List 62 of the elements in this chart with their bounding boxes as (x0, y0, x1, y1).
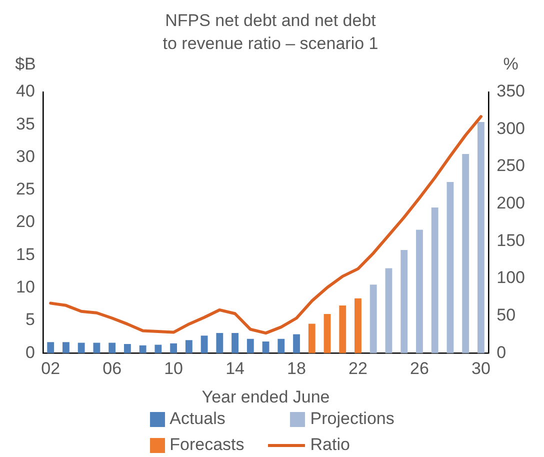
y2-tick-label: 100 (496, 268, 526, 288)
legend-label: Ratio (310, 434, 350, 456)
y-tick-label: 0 (25, 342, 35, 362)
y2-tick-label: 200 (496, 194, 526, 213)
legend-label: Actuals (170, 408, 226, 430)
legend-label: Projections (310, 408, 394, 430)
bar (308, 324, 316, 354)
x-tick-label: 30 (471, 359, 490, 378)
bar (47, 342, 54, 354)
x-tick-label: 22 (348, 359, 368, 378)
y-tick-label: 40 (16, 82, 35, 101)
y2-tick-label: 250 (496, 156, 526, 176)
y-tick-label: 30 (16, 146, 35, 166)
bar (170, 343, 178, 354)
bar (324, 314, 331, 354)
x-tick-label: 18 (287, 359, 306, 378)
bar (278, 338, 285, 354)
bar (446, 182, 454, 354)
y2-axis-title: % (503, 54, 518, 74)
bar (246, 338, 254, 354)
bar (262, 341, 270, 354)
legend-label: Forecasts (170, 434, 244, 456)
y2-tick-label: 300 (496, 118, 526, 138)
bar (200, 336, 208, 354)
bar (462, 154, 470, 354)
y-tick-label: 15 (16, 244, 35, 264)
y-tick-label: 25 (16, 180, 35, 199)
y2-tick-label: 0 (496, 342, 506, 362)
bar (293, 334, 300, 354)
bar (385, 268, 392, 354)
bar (62, 342, 70, 354)
bar (93, 342, 100, 354)
y-axis-title: $B (15, 54, 36, 74)
bar (477, 122, 484, 354)
bar (339, 306, 346, 354)
y-tick-label: 35 (16, 114, 35, 134)
x-tick-label: 10 (164, 359, 184, 378)
x-tick-label: 14 (226, 359, 244, 378)
bar (370, 284, 377, 354)
y-tick-label: 10 (16, 278, 35, 297)
chart-title: NFPS net debt and net debt to revenue ratio – scenario 1 (162, 11, 378, 54)
bar (78, 342, 85, 354)
bar (185, 340, 192, 354)
bar (108, 342, 116, 354)
y2-tick-label: 50 (496, 306, 516, 325)
bar (154, 344, 162, 354)
y-tick-label: 20 (16, 212, 35, 232)
bar (431, 208, 438, 354)
x-tick-label: 06 (102, 359, 122, 378)
bar (124, 344, 131, 354)
bar (232, 332, 238, 354)
x-tick-label: 26 (410, 359, 429, 378)
x-tick-label: 02 (41, 359, 60, 378)
bar (216, 332, 224, 354)
x-axis-title: Year ended June (202, 387, 330, 406)
bar (354, 298, 362, 354)
y-tick-label: 5 (25, 310, 35, 330)
bar (416, 230, 423, 354)
y2-tick-label: 350 (496, 82, 526, 101)
y2-tick-label: 150 (496, 230, 526, 250)
bar (400, 250, 408, 354)
bar (139, 345, 146, 354)
